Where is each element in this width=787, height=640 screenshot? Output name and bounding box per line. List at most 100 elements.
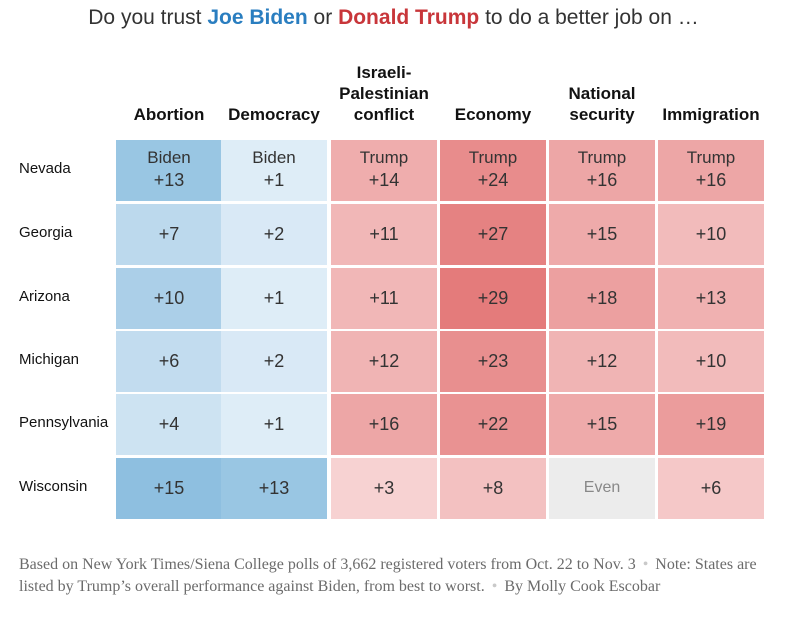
heatmap-cell: +22 xyxy=(440,394,546,455)
cell-margin-label: +6 xyxy=(700,478,722,498)
cell-margin-label: +4 xyxy=(158,414,180,434)
title-mid: or xyxy=(313,6,333,29)
cell-margin-label: +10 xyxy=(153,288,185,308)
cell-margin-label: +16 xyxy=(368,414,400,434)
heatmap-cell: Trump +14 xyxy=(331,140,437,201)
heatmap-cell: +2 xyxy=(221,331,327,392)
cell-margin-label: +1 xyxy=(263,288,285,308)
heatmap-cell: +19 xyxy=(658,394,764,455)
cell-margin-label: +11 xyxy=(369,288,399,308)
row-label: Nevada xyxy=(19,160,71,177)
cell-margin-label: +10 xyxy=(695,351,727,371)
row-label: Arizona xyxy=(19,288,70,305)
byline: By Molly Cook Escobar xyxy=(504,578,661,595)
column-header-line: Economy xyxy=(454,105,532,124)
title-trump: Donald Trump xyxy=(338,6,480,29)
cell-margin-label: Even xyxy=(583,479,621,496)
cell-margin-label: +3 xyxy=(373,478,395,498)
cell-margin-label: +16 xyxy=(695,170,727,190)
heatmap-cell: +16 xyxy=(331,394,437,455)
cell-margin-label: +16 xyxy=(586,170,618,190)
column-header-line: Israeli- xyxy=(356,63,412,82)
cell-margin-label: +18 xyxy=(586,288,618,308)
cell-margin-label: +13 xyxy=(153,170,185,190)
cell-margin-label: +15 xyxy=(153,478,185,498)
heatmap-cell: +29 xyxy=(440,268,546,329)
heatmap-cell: +10 xyxy=(658,204,764,265)
note-text: Note: States are listed by Trump’s overa… xyxy=(19,556,757,595)
heatmap-cell: +13 xyxy=(658,268,764,329)
heatmap-cell: Trump +16 xyxy=(549,140,655,201)
cell-margin-label: +24 xyxy=(477,170,509,190)
heatmap-cell: +13 xyxy=(221,458,327,519)
column-header-line: Democracy xyxy=(228,105,320,124)
column-header-line: Immigration xyxy=(662,105,760,124)
cell-leader-label: Trump xyxy=(468,148,518,167)
column-header-line: conflict xyxy=(353,105,415,124)
heatmap-cell: +6 xyxy=(116,331,222,392)
heatmap-cell: Trump +16 xyxy=(658,140,764,201)
row-label: Pennsylvania xyxy=(19,414,109,431)
row-label: Wisconsin xyxy=(19,478,88,495)
heatmap-cell: +10 xyxy=(116,268,222,329)
cell-margin-label: +13 xyxy=(695,288,727,308)
heatmap-cell: +11 xyxy=(331,204,437,265)
column-header-line: security xyxy=(569,105,635,124)
cell-margin-label: +12 xyxy=(368,351,400,371)
cell-margin-label: +14 xyxy=(368,170,400,190)
row-label: Michigan xyxy=(19,351,80,368)
heatmap-cell: Biden +1 xyxy=(221,140,327,201)
cell-margin-label: +19 xyxy=(695,414,727,434)
heatmap-cell: +15 xyxy=(549,394,655,455)
cell-leader-label: Trump xyxy=(577,148,627,167)
heatmap-cell: +12 xyxy=(549,331,655,392)
heatmap-cell: +7 xyxy=(116,204,222,265)
heatmap-cell: Trump +24 xyxy=(440,140,546,201)
cell-margin-label: +8 xyxy=(482,478,504,498)
column-header: Democracy xyxy=(221,104,327,125)
heatmap-cell: Even xyxy=(549,458,655,519)
heatmap-cell: +3 xyxy=(331,458,437,519)
heatmap-cell: +8 xyxy=(440,458,546,519)
heatmap-cell: +15 xyxy=(116,458,222,519)
column-header: Immigration xyxy=(658,104,764,125)
heatmap-cell: +23 xyxy=(440,331,546,392)
separator-dot: • xyxy=(642,556,649,573)
cell-margin-label: +6 xyxy=(158,351,180,371)
title-biden: Joe Biden xyxy=(207,6,308,29)
cell-margin-label: +12 xyxy=(586,351,618,371)
chart-title: Do you trust Joe Biden or Donald Trump t… xyxy=(0,6,787,30)
cell-margin-label: +23 xyxy=(477,351,509,371)
column-header: Israeli- Palestinian conflict xyxy=(331,62,437,125)
title-suffix: to do a better job on … xyxy=(485,6,699,29)
cell-margin-label: +1 xyxy=(263,170,285,190)
column-header-line: National xyxy=(568,84,636,103)
cell-leader-label: Biden xyxy=(147,148,191,167)
column-header-line: Abortion xyxy=(133,105,205,124)
source-text: Based on New York Times/Siena College po… xyxy=(19,556,636,573)
cell-margin-label: +22 xyxy=(477,414,509,434)
cell-margin-label: +2 xyxy=(263,224,285,244)
source-note: Based on New York Times/Siena College po… xyxy=(19,554,779,598)
column-header: Abortion xyxy=(116,104,222,125)
heatmap-cell: +6 xyxy=(658,458,764,519)
cell-leader-label: Trump xyxy=(686,148,736,167)
heatmap-cell: +2 xyxy=(221,204,327,265)
heatmap-cell: +4 xyxy=(116,394,222,455)
heatmap-cell: +1 xyxy=(221,268,327,329)
row-label: Georgia xyxy=(19,224,73,241)
cell-margin-label: +15 xyxy=(586,414,618,434)
cell-leader-label: Trump xyxy=(359,148,409,167)
heatmap-cell: +10 xyxy=(658,331,764,392)
title-prefix: Do you trust xyxy=(88,6,202,29)
column-header-line: Palestinian xyxy=(339,84,429,103)
cell-margin-label: +15 xyxy=(586,224,618,244)
heatmap-cell: +18 xyxy=(549,268,655,329)
heatmap-cell: +1 xyxy=(221,394,327,455)
heatmap-cell: +27 xyxy=(440,204,546,265)
cell-margin-label: +7 xyxy=(158,224,180,244)
cell-leader-label: Biden xyxy=(252,148,296,167)
cell-margin-label: +10 xyxy=(695,224,727,244)
heatmap-cell: +11 xyxy=(331,268,437,329)
heatmap-cell: Biden +13 xyxy=(116,140,222,201)
